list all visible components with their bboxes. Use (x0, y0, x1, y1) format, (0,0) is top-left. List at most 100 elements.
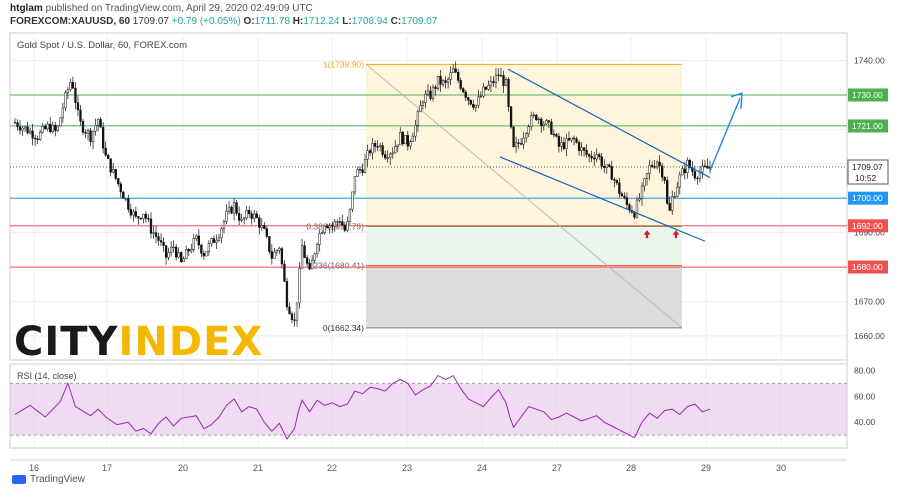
candle-body (477, 96, 480, 106)
candle-body (278, 248, 281, 251)
candle-body (207, 243, 211, 252)
candle-body (414, 124, 417, 137)
fib-level-label: 0.236(1680.41) (306, 261, 364, 271)
candle-body (411, 135, 415, 142)
candle-body (18, 126, 22, 131)
candle-body (298, 268, 301, 304)
high-value: 1712.24 (303, 16, 340, 27)
x-tick-label: 16 (29, 463, 39, 473)
candle-body (394, 146, 397, 154)
candle-body (46, 123, 49, 130)
candle-body (522, 137, 525, 145)
candle-body (565, 138, 568, 149)
level-price-label: 1730.00 (852, 90, 883, 100)
candle-body (424, 94, 427, 103)
candle-body (658, 161, 661, 167)
candle-body (683, 168, 686, 174)
candle-body (600, 156, 603, 167)
price-change: +0.79 (+0.05%) (171, 16, 241, 27)
candle-body (421, 102, 425, 107)
candle-body (328, 225, 331, 228)
candle-body (650, 165, 654, 167)
candle-body (446, 79, 450, 83)
symbol: FOREXCOM:XAUUSD, 60 (10, 16, 131, 27)
candle-body (343, 224, 347, 231)
candle-body (441, 80, 445, 85)
candle-body (303, 245, 306, 258)
candle-body (572, 137, 576, 140)
candle-body (603, 166, 606, 168)
x-tick-label: 22 (327, 463, 337, 473)
low-value: 1708.94 (351, 16, 388, 27)
candle-body (167, 252, 170, 258)
candle-body (318, 233, 321, 245)
current-price-label: 1709.07 (852, 162, 883, 172)
x-tick-label: 23 (402, 463, 412, 473)
candle-body (94, 125, 97, 132)
candle-body (615, 179, 618, 184)
price-axis[interactable]: 1740.001730.001720.001710.001700.001690.… (847, 56, 889, 428)
published-text: published on TradingView.com, April 29, … (45, 3, 313, 14)
candle-body (530, 115, 533, 127)
tradingview-brand[interactable]: TradingView (12, 474, 85, 485)
candle-body (356, 169, 359, 177)
candle-body (187, 249, 190, 252)
candle-body (434, 86, 437, 89)
candle-body (489, 81, 493, 86)
candle-body (142, 213, 145, 220)
candle-body (202, 253, 206, 257)
level-price-label: 1721.00 (852, 121, 883, 131)
chart-title: Gold Spot / U.S. Dollar, 60, FOREX.com (17, 40, 187, 51)
candle-body (472, 104, 475, 108)
candle-body (69, 82, 72, 91)
candle-body (137, 216, 140, 219)
candle-body (396, 144, 399, 147)
candle-body (499, 75, 503, 77)
candle-body (230, 206, 233, 214)
candle-body (625, 197, 629, 205)
candle-body (190, 249, 193, 252)
time-axis[interactable]: 16 17 20 21 22 23 24 27 28 29 30 (29, 463, 786, 473)
candle-body (265, 228, 268, 237)
candle-body (560, 142, 563, 147)
open-label: O: (243, 16, 255, 27)
candle-body (373, 143, 377, 147)
candle-body (457, 72, 460, 81)
candle-body (585, 149, 588, 155)
candle-body (172, 246, 175, 249)
candle-body (117, 178, 120, 185)
candle-body (96, 119, 100, 126)
candle-body (333, 221, 336, 227)
candle-body (449, 72, 452, 80)
trend-channel[interactable] (499, 68, 711, 242)
candle-body (112, 169, 115, 173)
candle-body (235, 202, 238, 214)
candle-body (532, 114, 535, 117)
candle-body (562, 142, 566, 149)
candle-body (51, 124, 54, 132)
candle-body (638, 198, 641, 201)
level-price-label: 1692.00 (852, 221, 883, 231)
candle-body (376, 146, 379, 148)
candle-body (346, 221, 349, 231)
candle-body (79, 109, 82, 122)
candle-body (439, 75, 442, 85)
candle-body (678, 174, 681, 188)
candle-body (525, 133, 528, 139)
candle-body (537, 118, 540, 121)
candle-body (613, 179, 616, 181)
countdown-label: 10:52 (855, 173, 877, 183)
candle-body (640, 185, 644, 199)
candle-body (618, 182, 621, 194)
candle-body (545, 120, 548, 125)
candle-body (459, 80, 462, 89)
candle-body (542, 123, 545, 126)
candle-body (467, 97, 470, 101)
candle-body (706, 165, 709, 169)
candle-body (263, 225, 266, 229)
candle-body (275, 250, 279, 253)
support-arrow (672, 230, 680, 239)
candle-body (381, 145, 384, 155)
candle-body (152, 232, 155, 234)
